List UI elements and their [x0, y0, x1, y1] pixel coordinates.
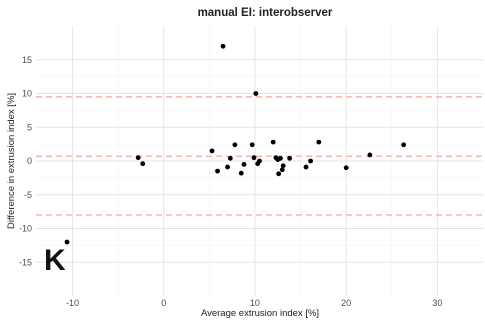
data-point: [209, 148, 215, 154]
panel-label: K: [44, 244, 66, 277]
data-point: [401, 142, 407, 148]
data-point: [238, 170, 244, 176]
data-point: [343, 165, 349, 171]
chart-title: manual EI: interobserver: [198, 7, 333, 19]
y-tick-label: -5: [24, 190, 32, 200]
y-tick-label: -10: [19, 224, 32, 234]
x-tick-label: -10: [66, 298, 79, 308]
y-tick-label: -15: [19, 257, 32, 267]
x-tick-label: 30: [432, 298, 442, 308]
grid-layer: [36, 26, 483, 296]
data-point: [270, 139, 276, 145]
data-point: [227, 155, 233, 161]
data-point: [278, 155, 283, 161]
data-point: [241, 161, 247, 167]
data-point: [249, 142, 255, 148]
y-tick-label: 5: [27, 122, 32, 132]
data-point: [135, 155, 141, 161]
data-point: [279, 167, 285, 173]
data-point: [215, 168, 220, 174]
data-points: [64, 43, 407, 245]
data-point: [251, 155, 257, 161]
data-point: [280, 163, 286, 169]
x-tick-label: 20: [341, 298, 351, 308]
y-tick-label: 15: [22, 55, 32, 65]
data-point: [308, 158, 313, 164]
data-point: [220, 43, 226, 49]
y-axis-label: Difference in extrusion index [%]: [6, 93, 17, 229]
data-point: [303, 164, 309, 170]
data-point: [257, 158, 262, 164]
reference-lines: [36, 96, 483, 216]
data-point: [232, 142, 238, 148]
data-point: [253, 91, 259, 96]
x-tick-label: 0: [161, 298, 166, 308]
x-tick-label: 10: [250, 298, 260, 308]
y-tick-label: 0: [27, 156, 32, 166]
data-point: [367, 152, 373, 158]
data-point: [316, 139, 322, 145]
data-point: [225, 164, 230, 170]
tick-labels: -10 0 10 20 30 -15 -10 -5 0 5 10 15: [19, 55, 442, 308]
data-point: [140, 161, 146, 167]
data-point: [287, 155, 293, 161]
y-tick-label: 10: [22, 89, 32, 99]
data-point: [64, 239, 70, 245]
x-axis-label: Average extrusion index [%]: [201, 308, 319, 319]
data-point: [276, 171, 282, 177]
